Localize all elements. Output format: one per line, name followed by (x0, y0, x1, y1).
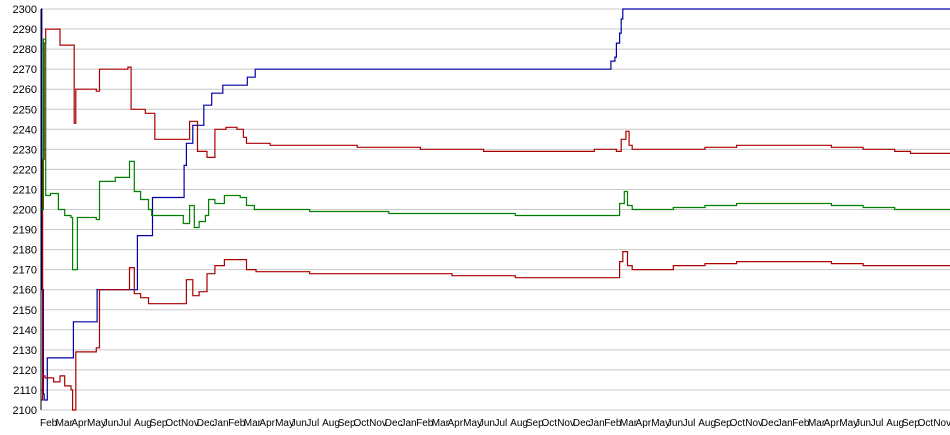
y-tick-label: 2180 (13, 245, 37, 257)
series-lines (41, 8, 950, 411)
y-tick-label: 2140 (13, 325, 37, 337)
x-tick-label: Mar (56, 418, 74, 429)
x-tick-label: Dec (573, 418, 591, 429)
x-tick-label: May (463, 418, 482, 429)
x-tick-label: Jul (118, 418, 131, 429)
x-tick-label: Dec (197, 418, 215, 429)
y-tick-label: 2100 (13, 405, 37, 417)
x-tick-label: Jul (871, 418, 884, 429)
x-tick-label: Sep (902, 418, 920, 429)
x-tick-label: Oct (542, 418, 558, 429)
series-line-1 (41, 8, 950, 401)
x-tick-label: Jan (589, 418, 605, 429)
x-tick-label: Jul (495, 418, 508, 429)
x-tick-label: Jul (683, 418, 696, 429)
x-tick-label: Aug (134, 418, 152, 429)
series-line-4 (41, 251, 950, 411)
x-tick-label: Aug (886, 418, 904, 429)
y-tick-label: 2130 (13, 345, 37, 357)
x-tick-label: Oct (730, 418, 746, 429)
y-tick-label: 2230 (13, 144, 37, 156)
x-tick-label: Feb (792, 418, 810, 429)
x-tick-label: Apr (259, 418, 275, 429)
y-tick-label: 2200 (13, 205, 37, 217)
x-tick-label: Apr (636, 418, 652, 429)
y-tick-label: 2160 (13, 285, 37, 297)
x-tick-label: Feb (40, 418, 58, 429)
x-tick-label: Nov (369, 418, 387, 429)
x-tick-label: Mar (432, 418, 450, 429)
x-tick-label: Jun (291, 418, 307, 429)
x-tick-label: Jan (212, 418, 228, 429)
x-tick-label: Dec (385, 418, 403, 429)
x-tick-label: Aug (510, 418, 528, 429)
x-tick-label: Aug (698, 418, 716, 429)
series-line-3 (41, 38, 950, 271)
x-tick-label: Jul (306, 418, 319, 429)
x-tick-label: Feb (228, 418, 246, 429)
x-tick-label: Mar (620, 418, 638, 429)
y-tick-label: 2280 (13, 44, 37, 56)
x-tick-label: Apr (71, 418, 87, 429)
x-tick-label: Apr (447, 418, 463, 429)
x-tick-label: Oct (165, 418, 181, 429)
y-tick-label: 2220 (13, 164, 37, 176)
series-line-2 (41, 28, 950, 401)
y-tick-label: 2270 (13, 64, 37, 76)
x-tick-label: Jan (400, 418, 416, 429)
x-tick-label: Sep (526, 418, 544, 429)
x-tick-label: May (839, 418, 858, 429)
y-tick-label: 2250 (13, 104, 37, 116)
x-tick-label: Sep (714, 418, 732, 429)
x-tick-label: Feb (604, 418, 622, 429)
x-tick-label: Jun (103, 418, 119, 429)
x-tick-label: Feb (416, 418, 434, 429)
x-tick-label: Nov (557, 418, 575, 429)
y-tick-label: 2150 (13, 305, 37, 317)
y-tick-label: 2290 (13, 24, 37, 36)
x-tick-label: May (651, 418, 670, 429)
x-tick-label: Apr (824, 418, 840, 429)
x-tick-label: Jan (777, 418, 793, 429)
x-tick-label: Oct (353, 418, 369, 429)
x-tick-label: Jun (479, 418, 495, 429)
x-tick-label: Aug (322, 418, 340, 429)
x-tick-label: Mar (244, 418, 262, 429)
x-tick-label: Dec (761, 418, 779, 429)
x-tick-label: Jun (667, 418, 683, 429)
y-tick-label: 2190 (13, 225, 37, 237)
y-tick-label: 2260 (13, 84, 37, 96)
x-tick-label: May (87, 418, 106, 429)
x-tick-label: Nov (745, 418, 763, 429)
x-tick-label: Oct (918, 418, 934, 429)
y-tick-label: 2120 (13, 365, 37, 377)
x-tick-label: Mar (808, 418, 826, 429)
x-tick-label: Sep (150, 418, 168, 429)
y-axis-ticks: 2100 2110 2120 2130 2140 2150 2160 2170 2180 2190… (13, 4, 37, 417)
y-tick-label: 2240 (13, 124, 37, 136)
x-tick-label: Nov (181, 418, 199, 429)
y-tick-label: 2300 (13, 4, 37, 16)
y-tick-label: 2210 (13, 184, 37, 196)
x-tick-label: Jun (855, 418, 871, 429)
x-tick-label: Sep (338, 418, 356, 429)
y-tick-label: 2110 (13, 385, 37, 397)
x-tick-label: Nov (933, 418, 950, 429)
x-tick-label: May (275, 418, 294, 429)
y-tick-label: 2170 (13, 265, 37, 277)
